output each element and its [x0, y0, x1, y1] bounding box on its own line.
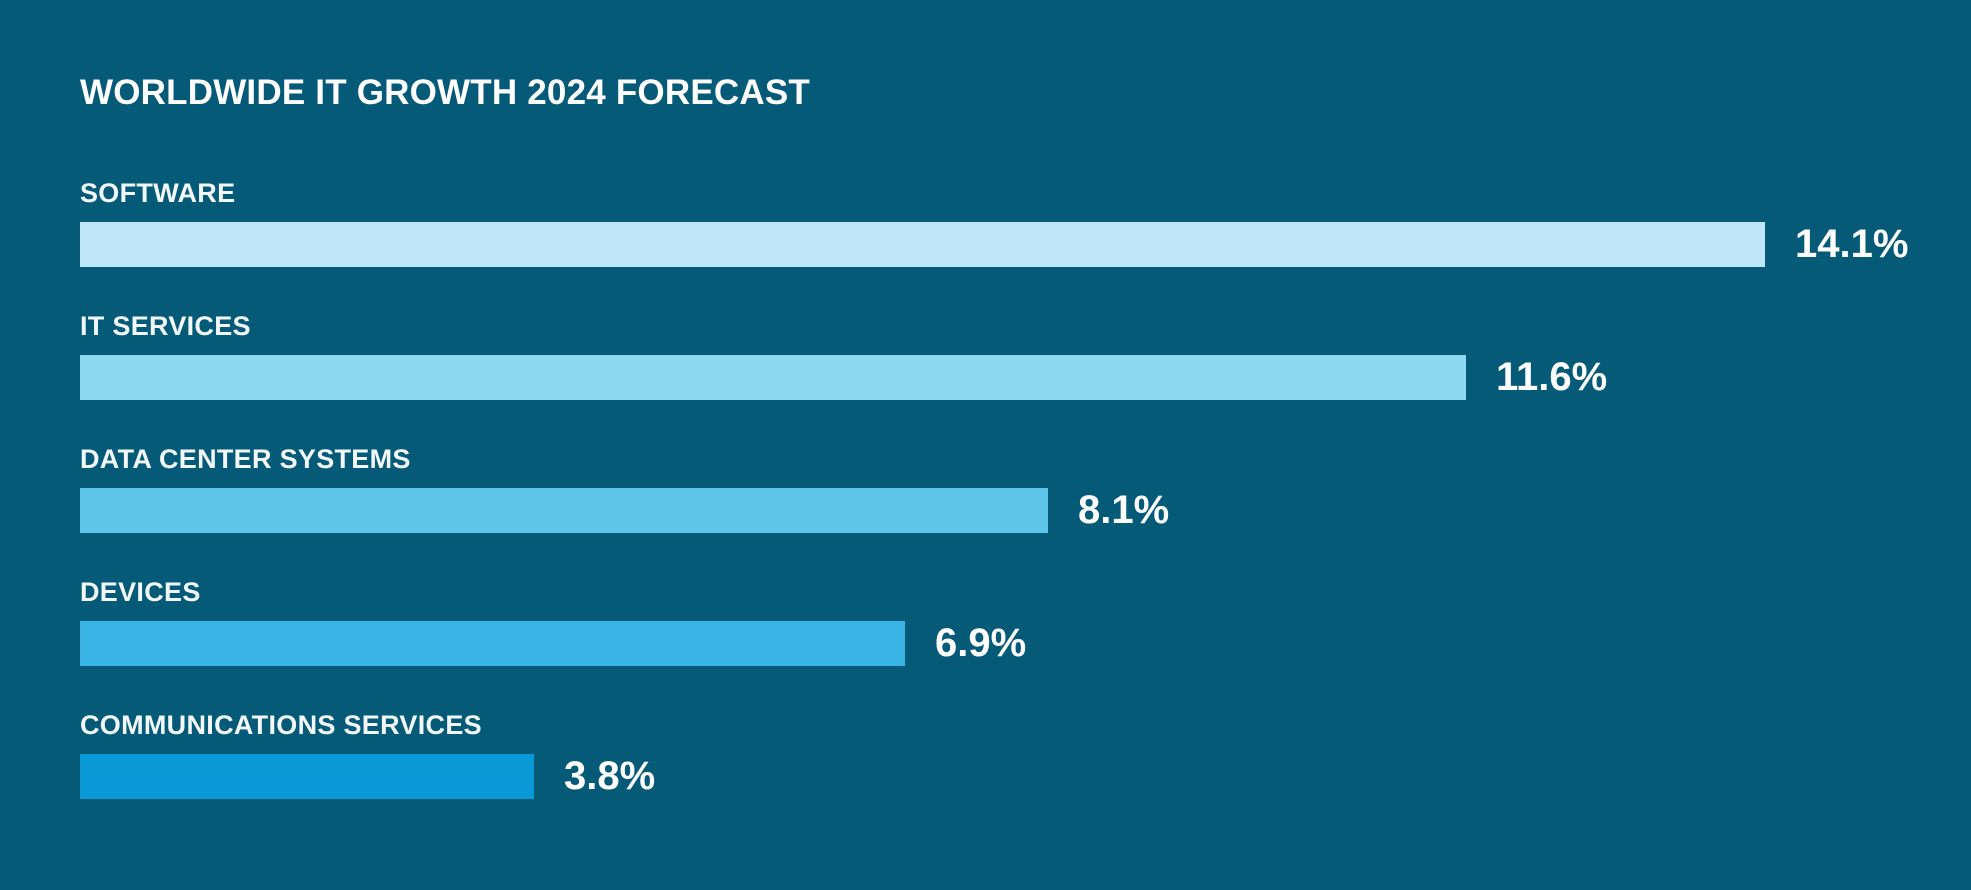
bar-value: 11.6% — [1496, 355, 1608, 399]
bar-communications-services — [80, 754, 534, 799]
bar-label: DATA CENTER SYSTEMS — [80, 444, 411, 474]
bar-value: 14.1% — [1795, 222, 1909, 266]
bar-line: 14.1% — [80, 222, 1971, 267]
bar-devices — [80, 621, 905, 666]
bar-line: 11.6% — [80, 355, 1971, 400]
chart-title: WORLDWIDE IT GROWTH 2024 FORECAST — [80, 73, 810, 112]
bar-value: 6.9% — [935, 621, 1027, 665]
bar-label: COMMUNICATIONS SERVICES — [80, 710, 482, 740]
bar-group-data-center-systems: DATA CENTER SYSTEMS 8.1% — [80, 444, 1971, 533]
bar-data-center-systems — [80, 488, 1048, 533]
bar-chart: SOFTWARE 14.1% IT SERVICES 11.6% DATA CE… — [80, 178, 1971, 799]
bar-value: 8.1% — [1078, 488, 1170, 532]
bar-line: 8.1% — [80, 488, 1971, 533]
bar-label: DEVICES — [80, 577, 201, 607]
bar-group-software: SOFTWARE 14.1% — [80, 178, 1971, 267]
bar-line: 6.9% — [80, 621, 1971, 666]
bar-label: SOFTWARE — [80, 178, 236, 208]
bar-group-devices: DEVICES 6.9% — [80, 577, 1971, 666]
bar-group-communications-services: COMMUNICATIONS SERVICES 3.8% — [80, 710, 1971, 799]
bar-line: 3.8% — [80, 754, 1971, 799]
bar-value: 3.8% — [564, 754, 656, 798]
bar-label: IT SERVICES — [80, 311, 251, 341]
bar-software — [80, 222, 1765, 267]
bar-group-it-services: IT SERVICES 11.6% — [80, 311, 1971, 400]
bar-it-services — [80, 355, 1466, 400]
